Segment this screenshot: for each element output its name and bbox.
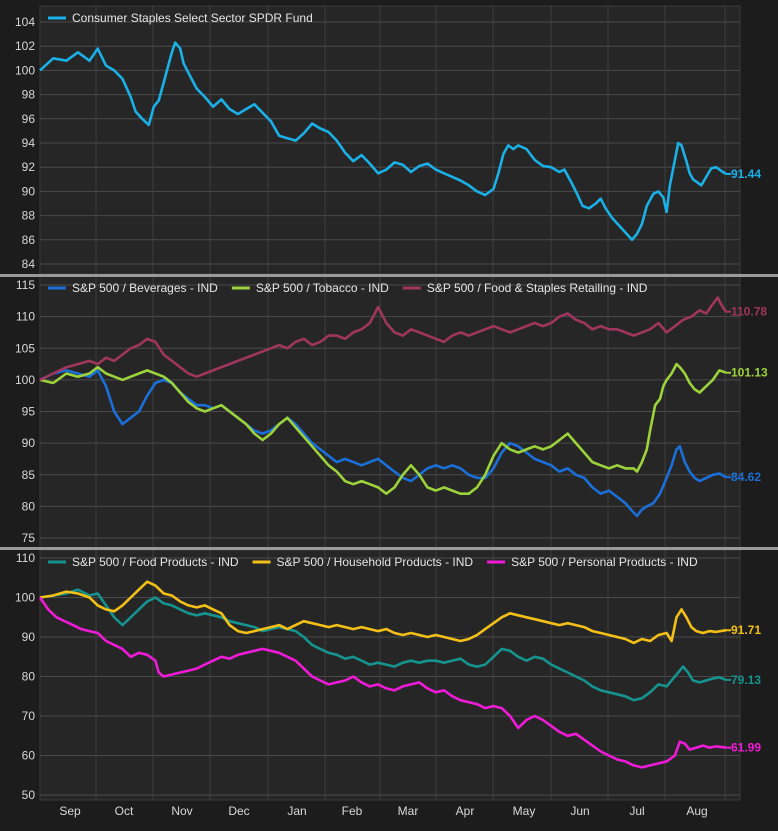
legend-entry: S&P 500 / Beverages - IND [72, 281, 218, 295]
y-tick-label: 110 [16, 551, 35, 565]
x-tick-label: Jan [287, 804, 306, 818]
y-tick-label: 100 [15, 591, 35, 605]
y-tick-label: 102 [15, 39, 35, 53]
y-tick-label: 84 [22, 257, 36, 271]
y-tick-label: 86 [22, 233, 36, 247]
series-line [39, 296, 728, 382]
y-tick-label: 95 [22, 405, 36, 419]
y-tick-label: 98 [22, 88, 36, 102]
series-end-label: 84.62 [731, 470, 761, 484]
y-tick-label: 115 [16, 278, 35, 292]
legend-entry: Consumer Staples Select Sector SPDR Fund [72, 11, 313, 25]
x-tick-label: Jun [570, 804, 589, 818]
series-end-label: 79.13 [731, 673, 761, 687]
x-tick-label: Feb [342, 804, 363, 818]
chart-panel-3: 50 60 70 80 90 100 110 79.13 91.71 61.99 S&P 500 /… [15, 549, 761, 818]
legend-entry: S&P 500 / Personal Products - IND [511, 555, 698, 569]
y-tick-label: 90 [22, 184, 36, 198]
y-tick-label: 60 [22, 749, 36, 763]
y-tick-label: 88 [22, 209, 36, 223]
y-tick-label: 96 [22, 112, 36, 126]
legend-entry: S&P 500 / Food Products - IND [72, 555, 239, 569]
panel-divider [0, 547, 778, 550]
legend-entry: S&P 500 / Food & Staples Retailing - IND [427, 281, 648, 295]
panel-divider [0, 274, 778, 277]
y-tick-label: 105 [15, 341, 35, 355]
y-tick-label: 90 [22, 630, 36, 644]
series-end-label: 91.44 [731, 167, 761, 181]
y-tick-label: 100 [15, 373, 35, 387]
plot-area [39, 549, 741, 801]
y-tick-label: 110 [16, 310, 35, 324]
y-tick-label: 80 [22, 499, 36, 513]
series-end-label: 101.13 [731, 366, 768, 380]
y-tick-label: 104 [15, 15, 35, 29]
series-end-label: 61.99 [731, 741, 761, 755]
y-tick-label: 100 [15, 63, 35, 77]
x-tick-label: Jul [629, 804, 644, 818]
x-tick-label: Mar [398, 804, 419, 818]
legend-entry: S&P 500 / Tobacco - IND [256, 281, 389, 295]
y-tick-label: 92 [22, 160, 36, 174]
y-tick-label: 80 [22, 670, 36, 684]
series-line [38, 596, 727, 769]
y-tick-label: 85 [22, 468, 36, 482]
y-tick-label: 70 [22, 709, 36, 723]
x-tick-label: Dec [228, 804, 249, 818]
y-tick-label: 75 [22, 531, 36, 545]
x-tick-label: Aug [686, 804, 707, 818]
series-line [39, 41, 727, 242]
y-tick-label: 94 [22, 136, 36, 150]
x-tick-label: May [513, 804, 536, 818]
series-line [39, 580, 727, 645]
series-end-label: 110.78 [731, 305, 767, 319]
x-tick-label: Nov [171, 804, 192, 818]
chart-panel-2: 75 80 85 90 95 100 105 110 115 84.62 101.13 110.78 S… [15, 275, 768, 549]
series-line [39, 362, 727, 495]
y-tick-label: 90 [22, 436, 36, 450]
series-end-label: 91.71 [731, 623, 761, 637]
legend-entry: S&P 500 / Household Products - IND [277, 555, 474, 569]
x-tick-label: Sep [59, 804, 81, 818]
series-line [39, 588, 727, 702]
x-tick-label: Oct [115, 804, 134, 818]
chart-panel-1: 84 86 88 90 92 94 96 98 100 102 104 91.44 Consumer S… [15, 5, 761, 275]
x-tick-label: Apr [456, 804, 475, 818]
y-tick-label: 50 [22, 788, 36, 802]
